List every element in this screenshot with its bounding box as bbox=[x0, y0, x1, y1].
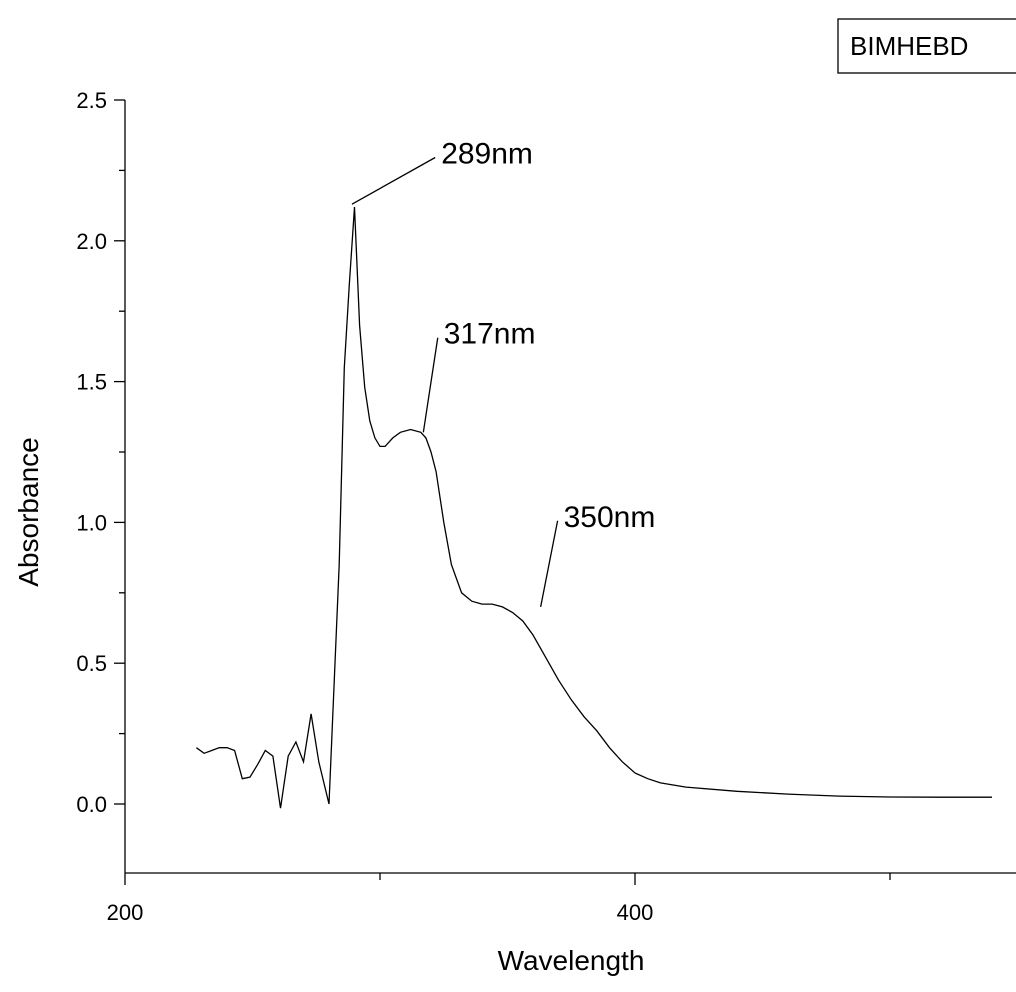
legend: BIMHEBD bbox=[837, 18, 1016, 74]
annotations: 289nm 317nm 350nm bbox=[351, 138, 656, 608]
peak-annotation: 289nm bbox=[351, 138, 533, 205]
legend-entry: BIMHEBD bbox=[850, 31, 968, 61]
annotation-leader-line bbox=[351, 156, 436, 205]
legend-box bbox=[837, 18, 1016, 74]
peak-annotation: 317nm bbox=[422, 318, 536, 433]
axes bbox=[124, 100, 1016, 874]
y-tick-label: 0.5 bbox=[76, 651, 107, 676]
annotation-label: 289nm bbox=[441, 138, 533, 171]
annotation-label: 350nm bbox=[564, 501, 656, 534]
series-line-bimhebd bbox=[196, 206, 992, 809]
y-tick-label: 2.0 bbox=[76, 229, 107, 254]
y-tick-label: 1.0 bbox=[76, 510, 107, 535]
y-axis-title: Absorbance bbox=[13, 437, 44, 586]
annotation-label: 317nm bbox=[444, 318, 536, 351]
annotation-leader-line bbox=[422, 337, 439, 433]
y-tick-label: 2.5 bbox=[76, 88, 107, 113]
peak-annotation: 350nm bbox=[540, 501, 656, 608]
annotation-leader-line bbox=[540, 520, 559, 608]
x-axis-title: Wavelength bbox=[498, 945, 645, 976]
y-tick-label: 0.0 bbox=[76, 792, 107, 817]
tick-labels: 0.0 0.5 1.0 1.5 2.0 2.5 200 400 bbox=[76, 88, 653, 925]
x-tick-label: 400 bbox=[617, 900, 654, 925]
y-tick-label: 1.5 bbox=[76, 370, 107, 395]
ticks bbox=[114, 99, 891, 885]
x-tick-label: 200 bbox=[107, 900, 144, 925]
